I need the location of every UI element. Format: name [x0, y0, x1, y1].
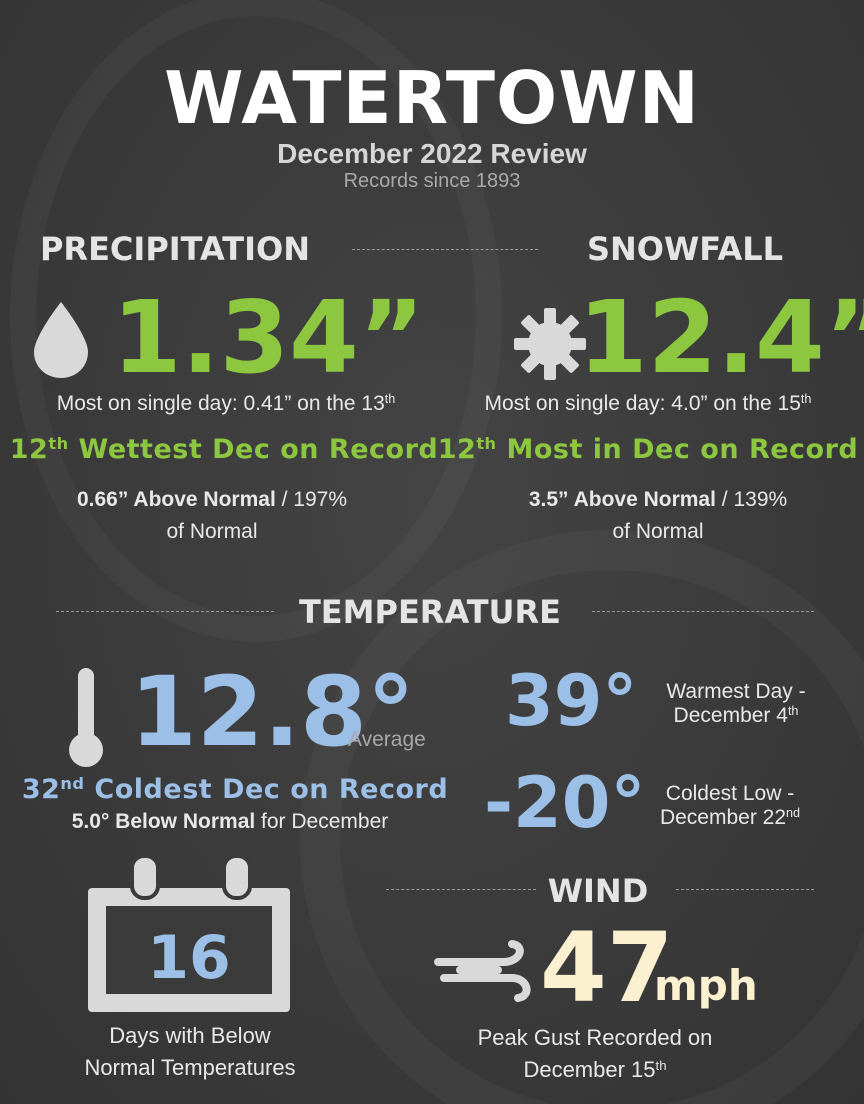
wind-heading: WIND	[547, 872, 649, 910]
temperature-heading: TEMPERATURE	[298, 593, 562, 631]
snowfall-value: 12.4”	[578, 279, 864, 396]
coldest-low-label: Coldest Low - December 22nd	[659, 782, 801, 829]
snowfall-of-normal: of Normal	[612, 520, 704, 543]
warmest-day-value: 39°	[505, 660, 638, 742]
snowfall-heading: SNOWFALL	[586, 230, 784, 268]
snowflake-icon	[514, 308, 586, 380]
temperature-average-value: 12.8°	[130, 656, 415, 768]
calendar-label: Days with Below Normal Temperatures	[84, 1023, 296, 1080]
temperature-below-normal: 5.0° Below Normal for December	[71, 810, 389, 833]
precipitation-heading: PRECIPITATION	[39, 230, 311, 268]
precipitation-of-normal: of Normal	[166, 520, 258, 543]
snowfall-above-normal: 3.5” Above Normal / 139%	[528, 488, 788, 511]
precipitation-rank: 12th Wettest Dec on Record	[9, 434, 439, 465]
page-title: WATERTOWN	[164, 56, 700, 140]
raindrop-icon	[34, 302, 88, 378]
precipitation-value: 1.34”	[112, 279, 425, 396]
page-subtitle: December 2022 Review	[277, 138, 587, 169]
divider-temperature-left	[56, 611, 274, 612]
warmest-day-label: Warmest Day - December 4th	[666, 680, 806, 727]
calendar-days-value: 16	[147, 923, 231, 993]
snowfall-rank: 12th Most in Dec on Record	[437, 434, 859, 465]
coldest-low-value: -20°	[484, 762, 646, 844]
wind-icon	[434, 940, 531, 1002]
calendar-icon	[88, 854, 290, 1012]
divider-wind-right	[676, 889, 814, 890]
divider-top	[352, 249, 538, 250]
wind-unit: mph	[654, 961, 758, 1010]
wind-value: 47	[540, 912, 674, 1024]
precipitation-above-normal: 0.66” Above Normal / 197%	[76, 488, 347, 511]
precipitation-single-day: Most on single day: 0.41” on the 13th	[56, 392, 396, 415]
divider-temperature-right	[592, 611, 814, 612]
thermometer-icon	[69, 668, 103, 767]
divider-wind-left	[386, 889, 536, 890]
temperature-average-label: Average	[348, 728, 426, 751]
temperature-rank: 32nd Coldest Dec on Record	[21, 774, 449, 805]
records-since: Records since 1893	[343, 170, 521, 192]
snowfall-single-day: Most on single day: 4.0” on the 15th	[484, 392, 812, 415]
wind-gust-label: Peak Gust Recorded on December 15th	[477, 1025, 713, 1082]
